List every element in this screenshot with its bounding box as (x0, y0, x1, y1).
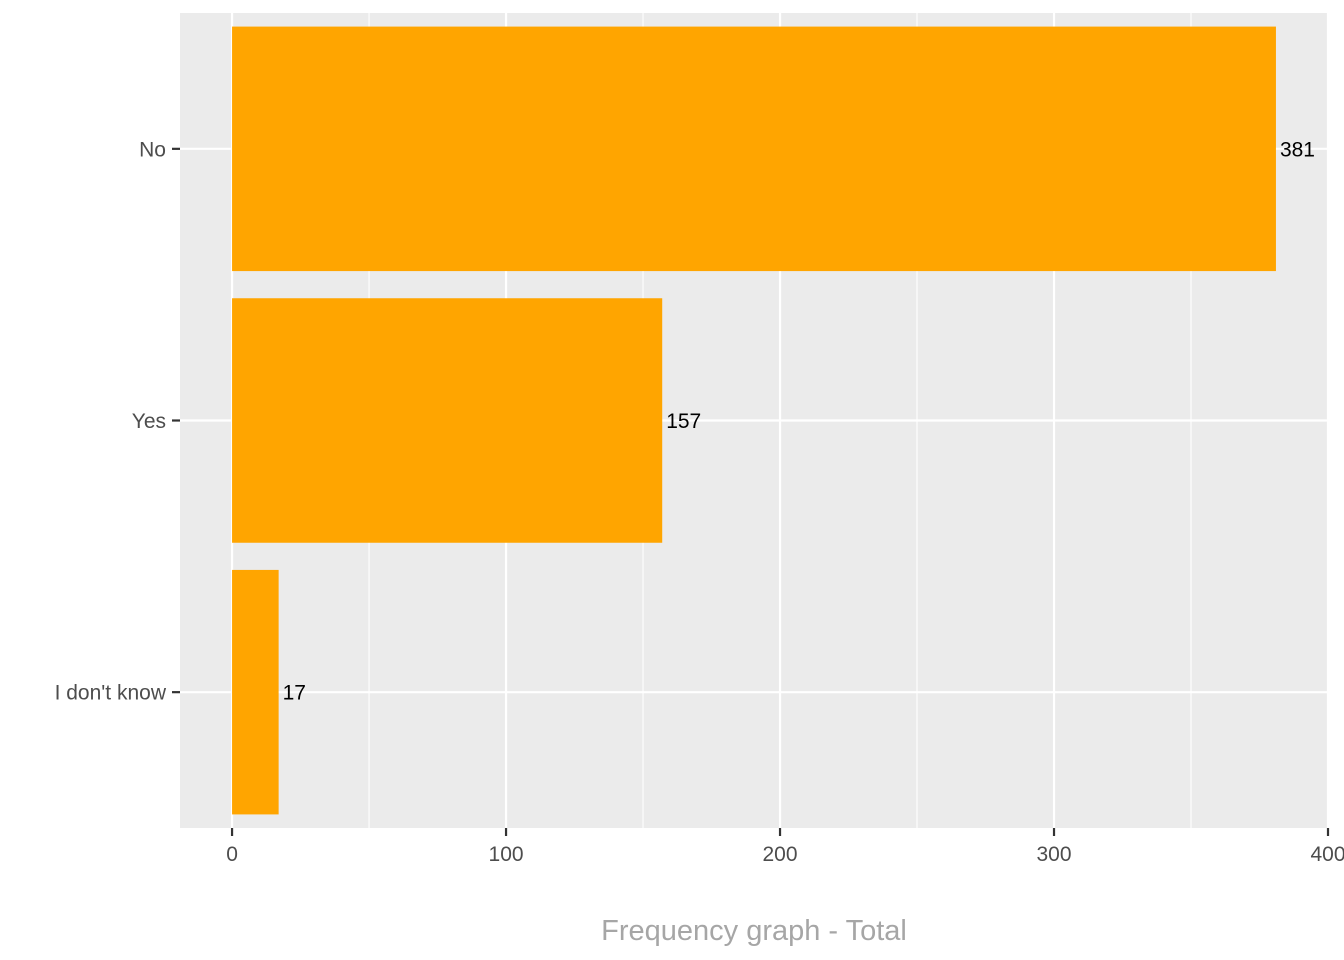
x-tick-label: 400 (1310, 843, 1344, 866)
x-tick-label: 100 (489, 843, 524, 866)
y-tick-label: No (139, 138, 166, 161)
x-axis: 0 100 200 300 400 (226, 828, 1344, 866)
x-axis-title: Frequency graph - Total (601, 915, 907, 947)
y-tick-label: Yes (132, 410, 166, 433)
y-axis: I don't know Yes No (55, 138, 180, 705)
bar (232, 26, 1276, 272)
x-tick-label: 300 (1036, 843, 1071, 866)
data-label: 17 (283, 682, 306, 705)
bar (232, 298, 663, 543)
x-tick-label: 0 (226, 843, 238, 866)
data-label: 157 (666, 410, 701, 433)
data-labels: 17 157 381 (283, 138, 1315, 704)
bars (232, 26, 1276, 815)
y-tick-label: I don't know (55, 682, 167, 705)
data-label: 381 (1280, 138, 1315, 161)
x-tick-label: 200 (763, 843, 798, 866)
bar (232, 569, 279, 815)
